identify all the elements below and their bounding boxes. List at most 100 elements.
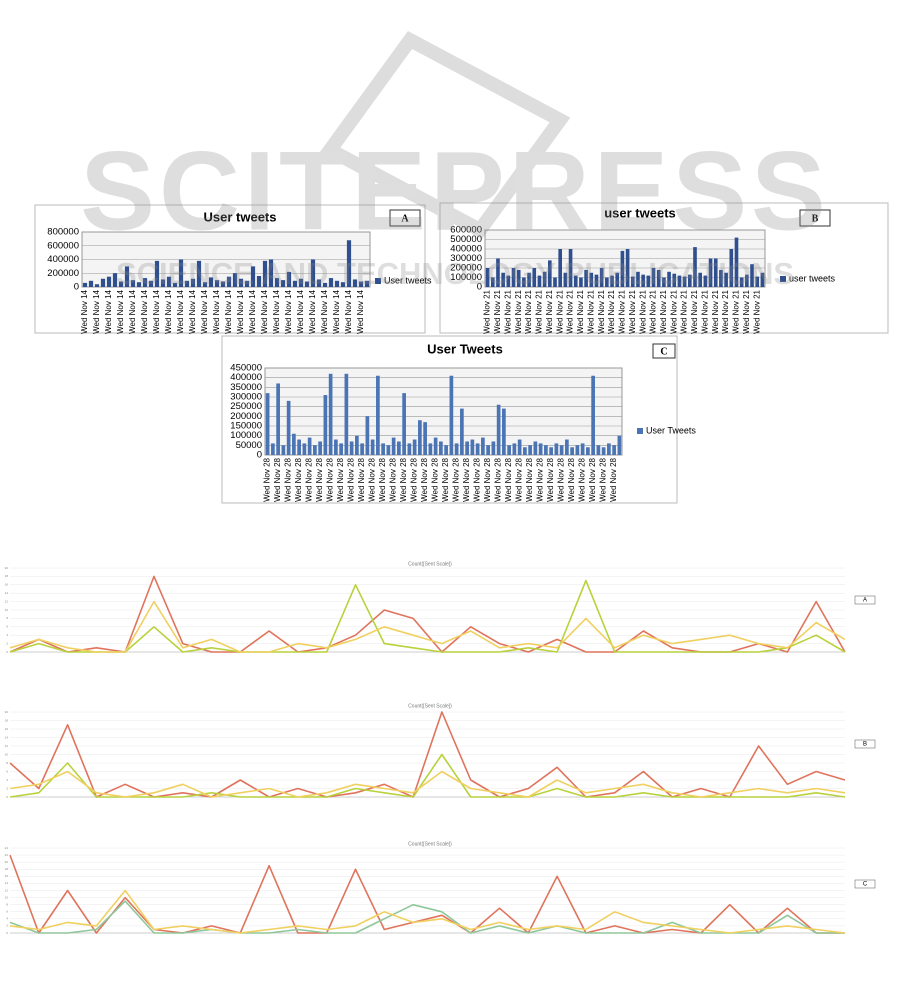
x-tick-label: Wed Nov 28 [525, 457, 534, 501]
y-tick-label: 0 [74, 282, 79, 293]
bar [485, 268, 490, 287]
y-tick-label: 150000 [230, 421, 262, 432]
bar [352, 279, 358, 287]
bar [527, 272, 531, 287]
bar [94, 284, 100, 287]
y-tick-label: 20 [5, 566, 9, 570]
charts: User tweets A0200000400000600000800000Use… [5, 202, 889, 935]
bar [465, 441, 469, 455]
bar [591, 375, 595, 455]
y-tick-label: 0 [477, 282, 482, 293]
y-tick-label: 0 [6, 650, 8, 654]
x-tick-label: Wed Nov 14 [308, 289, 317, 333]
bar [580, 443, 585, 455]
series-line [9, 711, 846, 798]
y-tick-label: 100000 [450, 272, 482, 283]
bar [610, 275, 614, 287]
bar [82, 282, 88, 287]
bar [439, 441, 443, 455]
bar [208, 277, 214, 287]
bar [646, 275, 651, 287]
y-tick-label: 10 [5, 895, 9, 899]
y-tick-label: 4 [6, 917, 8, 921]
x-tick-label: Wed Nov 28 [557, 457, 566, 501]
x-tick-label: Wed Nov 28 [536, 457, 545, 501]
legend-swatch [637, 428, 643, 434]
y-tick-label: 0 [257, 450, 262, 461]
bar [444, 445, 448, 455]
x-tick-label: Wed Nov 28 [357, 457, 366, 501]
x-tick-label: Wed Nov 21 [524, 289, 533, 333]
bar [486, 445, 490, 455]
bar [496, 404, 501, 455]
x-tick-label: Wed Nov 14 [356, 289, 365, 333]
panel-tag: C [863, 882, 868, 888]
x-tick-label: Wed Nov 21 [680, 289, 689, 333]
bar [364, 280, 370, 287]
bar [328, 373, 333, 455]
chart-title: User Tweets [427, 341, 503, 356]
x-tick-label: Wed Nov 14 [284, 289, 293, 333]
bar [316, 279, 322, 287]
bar [698, 272, 702, 287]
y-tick-label: 600000 [47, 240, 79, 251]
bar [344, 373, 349, 455]
y-tick-label: 500000 [450, 234, 482, 245]
y-tick-label: 12 [5, 744, 9, 748]
y-tick-label: 200000 [47, 268, 79, 279]
legend-swatch [375, 278, 381, 284]
x-tick-label: Wed Nov 21 [649, 289, 658, 333]
x-tick-label: Wed Nov 14 [116, 289, 125, 333]
bar [734, 237, 739, 287]
bar [454, 443, 459, 455]
bar [220, 281, 226, 287]
watermark-logo [319, 30, 571, 240]
x-tick-label: Wed Nov 28 [420, 457, 429, 501]
bar [475, 443, 480, 455]
bar [370, 439, 375, 455]
bar [745, 274, 749, 287]
y-tick-label: 6 [6, 625, 8, 629]
x-tick-label: Wed Nov 21 [638, 289, 647, 333]
x-tick-label: Wed Nov 14 [188, 289, 197, 333]
x-tick-label: Wed Nov 21 [555, 289, 564, 333]
bar [703, 275, 708, 287]
x-tick-label: Wed Nov 14 [128, 289, 137, 333]
x-tick-label: Wed Nov 21 [566, 289, 575, 333]
x-tick-label: Wed Nov 28 [326, 457, 335, 501]
bar [196, 260, 202, 287]
bar [310, 259, 316, 287]
bar [298, 278, 304, 287]
bar [226, 276, 232, 287]
bar [719, 269, 723, 287]
y-tick-label: 12 [5, 599, 9, 603]
bar [130, 280, 136, 287]
series-line [9, 579, 846, 653]
y-tick-label: 18 [5, 574, 9, 578]
bar [274, 278, 280, 287]
bar [286, 271, 292, 287]
x-tick-label: Wed Nov 21 [545, 289, 554, 333]
bar [349, 441, 354, 455]
y-tick-label: 12 [5, 888, 9, 892]
x-tick-label: Wed Nov 14 [164, 289, 173, 333]
bar [512, 443, 517, 455]
x-tick-label: Wed Nov 28 [273, 457, 282, 501]
y-tick-label: 18 [5, 867, 9, 871]
bar [507, 445, 511, 455]
panel-tag: B [812, 213, 819, 224]
x-tick-label: Wed Nov 28 [567, 457, 576, 501]
y-tick-label: 14 [5, 591, 9, 595]
bar [271, 443, 275, 455]
y-tick-label: 6 [6, 910, 8, 914]
y-tick-label: 2 [6, 641, 8, 645]
bar [358, 281, 364, 287]
x-tick-label: Wed Nov 28 [336, 457, 345, 501]
bar [636, 271, 640, 287]
bar [292, 280, 298, 287]
bar [533, 441, 538, 455]
bar [160, 279, 166, 287]
bar [708, 258, 713, 287]
y-tick-label: 16 [5, 874, 9, 878]
bar [100, 278, 106, 287]
